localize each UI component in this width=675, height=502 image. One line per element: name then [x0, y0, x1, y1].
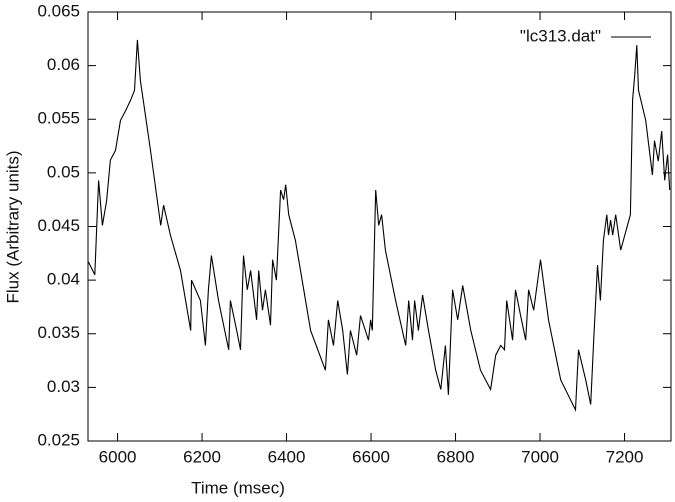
x-tick-label: 6600: [352, 447, 390, 466]
x-tick-label: 6000: [99, 447, 137, 466]
y-tick-label: 0.03: [47, 377, 80, 396]
y-tick-label: 0.06: [47, 55, 80, 74]
x-tick-label: 6200: [183, 447, 221, 466]
y-tick-label: 0.04: [47, 270, 80, 289]
y-tick-label: 0.065: [37, 1, 80, 20]
plot-frame: [87, 11, 672, 442]
legend-label: "lc313.dat": [520, 26, 601, 45]
y-tick-label: 0.045: [37, 216, 80, 235]
y-tick-label: 0.025: [37, 430, 80, 449]
x-tick-label: 7200: [606, 447, 644, 466]
y-tick-label: 0.05: [47, 162, 80, 181]
y-tick-label: 0.055: [37, 109, 80, 128]
x-tick-label: 6800: [437, 447, 475, 466]
x-axis-label: Time (msec): [191, 478, 285, 497]
data-line: [87, 39, 671, 413]
x-tick-label: 6400: [268, 447, 306, 466]
y-axis-label: Flux (Arbitrary units): [3, 150, 22, 303]
y-tick-label: 0.035: [37, 323, 80, 342]
x-tick-label: 7000: [521, 447, 559, 466]
